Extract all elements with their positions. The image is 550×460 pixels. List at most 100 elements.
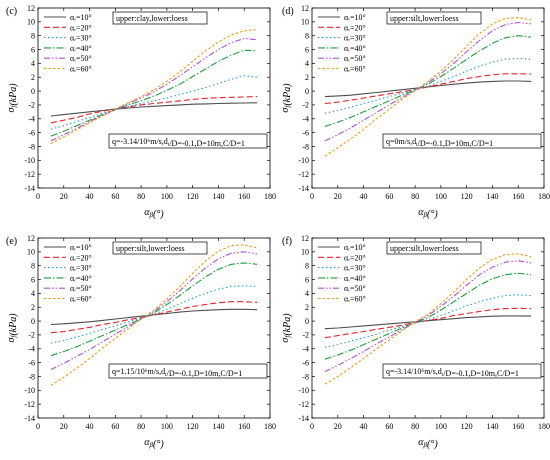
legend-entry: αᵣ=60°: [344, 65, 366, 74]
x-tick-label: 100: [435, 192, 447, 201]
series-line: [324, 272, 532, 360]
x-axis-label: αβ(°): [144, 207, 164, 220]
legend-box: [41, 11, 109, 77]
y-tick-label: -6: [302, 128, 309, 137]
x-tick-label: 60: [111, 192, 119, 201]
legend-entry: αᵣ=20°: [70, 23, 92, 32]
x-tick-label: 0: [36, 422, 40, 431]
x-tick-label: 180: [264, 192, 276, 201]
series-line: [50, 244, 258, 386]
y-tick-label: -12: [298, 400, 309, 409]
x-tick-label: 60: [385, 422, 393, 431]
series-line: [50, 49, 258, 137]
x-tick-label: 140: [212, 192, 224, 201]
legend-entry: αᵣ=40°: [344, 274, 366, 283]
y-tick-label: -14: [24, 414, 35, 423]
param-label: q=-3.14/10⁶m/s,dt/D=-0.1,D=10m,C/D=1: [386, 367, 519, 378]
panel-label: (c): [6, 6, 17, 17]
legend-entry: αᵣ=10°: [344, 13, 366, 22]
x-tick-label: 160: [238, 192, 250, 201]
x-tick-label: 160: [512, 192, 524, 201]
plot-frame: [311, 7, 545, 189]
legend-entry: αᵣ=30°: [344, 34, 366, 43]
y-tick-label: 12: [301, 234, 309, 243]
plot-frame: [37, 237, 271, 419]
x-axis-label: αβ(°): [144, 437, 164, 450]
x-tick-label: 20: [60, 192, 68, 201]
param-box: [108, 133, 268, 149]
x-tick-label: 160: [238, 422, 250, 431]
y-tick-label: -4: [302, 345, 309, 354]
y-tick-label: -12: [298, 170, 309, 179]
y-tick-label: -14: [298, 184, 309, 193]
series-line: [324, 253, 532, 385]
y-tick-label: 6: [305, 45, 309, 54]
param-label: q=1.15/10⁶m/s,dt/D=-0.1,D=10m,C/D=1: [112, 367, 242, 378]
x-tick-label: 80: [137, 192, 145, 201]
x-tick-label: 40: [360, 192, 368, 201]
legend-entry: αᵣ=40°: [70, 44, 92, 53]
y-axis-label: σf(kPa): [6, 83, 19, 113]
y-tick-label: 10: [301, 248, 309, 257]
series-line: [324, 21, 532, 142]
x-tick-label: 140: [486, 192, 498, 201]
series-line: [324, 260, 532, 373]
y-tick-label: -6: [28, 358, 35, 367]
soil-label: upper:silt,lower:loess: [116, 244, 185, 253]
legend-entry: αᵣ=10°: [70, 243, 92, 252]
legend-entry: αᵣ=20°: [344, 23, 366, 32]
x-tick-label: 80: [411, 422, 419, 431]
y-tick-label: 12: [27, 234, 35, 243]
y-tick-label: -14: [298, 414, 309, 423]
y-tick-label: 12: [27, 4, 35, 13]
legend-entry: αᵣ=50°: [70, 54, 92, 63]
x-tick-label: 0: [36, 192, 40, 201]
series-line: [324, 307, 532, 339]
x-tick-label: 160: [512, 422, 524, 431]
series-line: [50, 308, 258, 326]
y-tick-label: -14: [24, 184, 35, 193]
series-line: [324, 73, 532, 105]
y-tick-label: -10: [298, 156, 309, 165]
legend-entry: αᵣ=30°: [70, 264, 92, 273]
y-tick-label: -6: [302, 358, 309, 367]
legend-box: [315, 241, 383, 307]
series-line: [324, 315, 532, 330]
y-tick-label: 8: [305, 31, 309, 40]
legend-entry: αᵣ=50°: [344, 284, 366, 293]
y-axis-label: σf(kPa): [280, 83, 293, 113]
y-axis-label: σf(kPa): [6, 313, 19, 343]
legend-entry: αᵣ=20°: [344, 253, 366, 262]
y-tick-label: 2: [305, 303, 309, 312]
y-tick-label: 10: [27, 18, 35, 27]
y-tick-label: 8: [31, 261, 35, 270]
x-tick-label: 60: [111, 422, 119, 431]
y-tick-label: 4: [31, 59, 35, 68]
series-line: [50, 37, 258, 142]
x-tick-label: 80: [411, 192, 419, 201]
series-line: [50, 262, 258, 357]
series-line: [50, 96, 258, 124]
panel-label: (d): [282, 6, 294, 17]
y-tick-label: -2: [302, 101, 309, 110]
soil-label: upper:silt,lower:loess: [390, 244, 459, 253]
y-tick-label: 2: [305, 73, 309, 82]
legend-box: [315, 11, 383, 77]
y-tick-label: 0: [305, 87, 309, 96]
soil-box: [112, 241, 208, 255]
y-tick-label: -4: [302, 115, 309, 124]
x-tick-label: 100: [435, 422, 447, 431]
y-tick-label: -10: [24, 156, 35, 165]
x-tick-label: 20: [334, 422, 342, 431]
legend-entry: αᵣ=50°: [70, 284, 92, 293]
panel-label: (e): [6, 236, 17, 247]
y-tick-label: -8: [28, 372, 35, 381]
legend-entry: αᵣ=60°: [70, 65, 92, 74]
legend-box: [41, 241, 109, 307]
legend-entry: αᵣ=40°: [70, 274, 92, 283]
y-tick-label: 6: [31, 45, 35, 54]
soil-box: [386, 241, 482, 255]
